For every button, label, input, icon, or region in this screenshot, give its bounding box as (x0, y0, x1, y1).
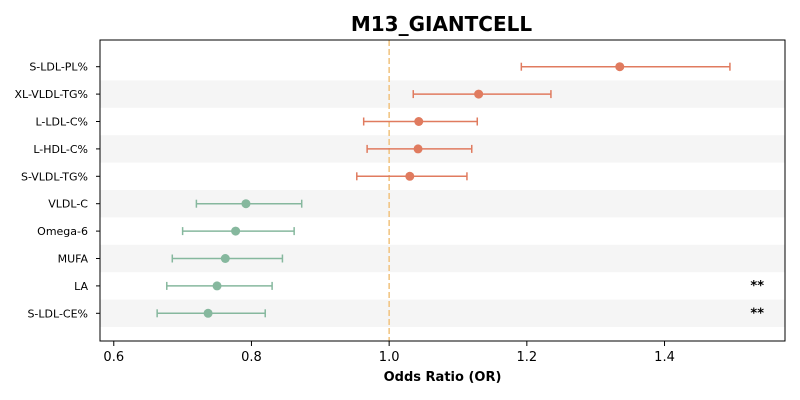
y-category-label: MUFA (58, 253, 89, 266)
point-estimate (241, 199, 251, 209)
point-estimate (413, 144, 423, 154)
y-category-label: Omega-6 (37, 225, 88, 238)
y-category-label: LA (74, 280, 88, 293)
row-s-ldl-ce-: ** (156, 306, 764, 321)
y-category-label: L-HDL-C% (33, 143, 88, 156)
significance-marker: ** (750, 306, 764, 321)
chart-title: M13_GIANTCELL (351, 12, 533, 36)
point-estimate (203, 308, 213, 318)
row-la: ** (166, 279, 764, 294)
y-axis-labels: S-LDL-PL% XL-VLDL-TG% L-LDL-C% L-HDL-C% S-VL… (14, 61, 100, 320)
point-estimate (414, 117, 424, 126)
row-s-ldl-pl- (520, 62, 731, 72)
point-estimate (231, 226, 241, 236)
x-tick-label: 1.0 (379, 350, 400, 365)
x-tick-label: 1.4 (654, 350, 675, 365)
point-estimate (474, 89, 484, 99)
row-xl-vldl-tg- (412, 89, 552, 99)
point-estimate (615, 62, 625, 72)
row-l-hdl-c- (366, 144, 473, 154)
y-category-label: S-LDL-CE% (27, 307, 88, 320)
point-estimate (212, 281, 222, 291)
significance-marker: ** (750, 279, 764, 294)
x-tick-label: 1.2 (516, 350, 537, 365)
point-estimate (405, 171, 415, 181)
x-axis-ticks: 0.6 0.8 1.0 1.2 1.4 (103, 341, 675, 365)
y-category-label: XL-VLDL-TG% (14, 88, 88, 101)
x-axis-title: Odds Ratio (OR) (384, 370, 502, 385)
y-category-label: S-VLDL-TG% (21, 170, 88, 183)
point-estimate (220, 254, 230, 263)
chart-marks: ** ** (156, 62, 764, 321)
row-omega-6 (181, 226, 295, 236)
row-vldl-c (195, 199, 303, 209)
x-tick-label: 0.6 (103, 350, 124, 365)
plot-frame (99, 39, 786, 342)
row-mufa (171, 254, 284, 263)
y-category-label: S-LDL-PL% (29, 61, 88, 74)
row-s-vldl-tg- (356, 171, 468, 181)
x-tick-label: 0.8 (241, 350, 262, 365)
row-l-ldl-c- (362, 117, 479, 126)
y-category-label: L-LDL-C% (35, 116, 88, 129)
y-category-label: VLDL-C (48, 198, 88, 211)
